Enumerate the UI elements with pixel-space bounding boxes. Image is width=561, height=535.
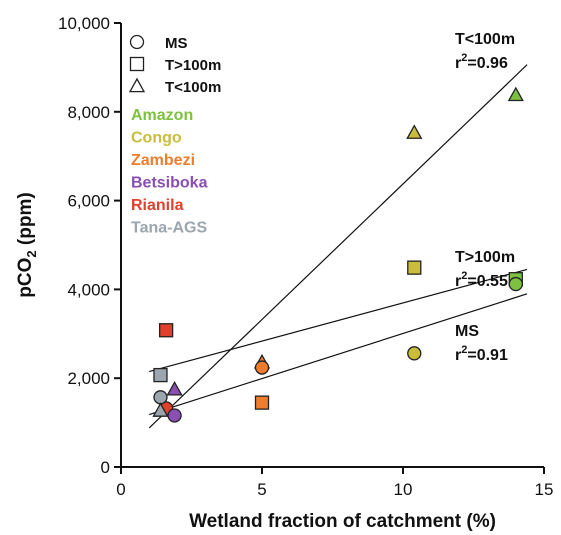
point-betsiboka-triangle bbox=[166, 380, 183, 396]
fit-r2-t-100m: r2=0.55 bbox=[455, 270, 508, 290]
x-tick-label: 5 bbox=[257, 480, 266, 499]
r2-letter: r bbox=[455, 347, 461, 364]
point-tana-ags-circle bbox=[153, 390, 168, 405]
legend-label: T>100m bbox=[165, 57, 221, 74]
river-legend: Amazon Congo Zambezi Betsiboka Rianila Tana-A… bbox=[131, 107, 208, 237]
legend-label: MS bbox=[165, 35, 188, 52]
river-legend-tana-ags: Tana-AGS bbox=[131, 220, 207, 237]
river-legend-rianila: Rianila bbox=[131, 197, 184, 214]
shape-legend: MS T>100m T<100m bbox=[128, 34, 221, 96]
point-congo-square bbox=[407, 260, 422, 275]
point-tana-ags-triangle bbox=[152, 402, 169, 417]
y-axis-title-unit: (ppm) bbox=[15, 192, 36, 250]
point-congo-triangle bbox=[406, 124, 423, 139]
y-tick-label: 10,000 bbox=[58, 14, 110, 33]
point-congo-circle bbox=[407, 346, 422, 361]
x-tick-label: 10 bbox=[394, 480, 413, 499]
point-rianila-square bbox=[158, 323, 174, 338]
fit-lines bbox=[148, 64, 528, 429]
river-legend-zambezi: Zambezi bbox=[131, 152, 195, 169]
r2-letter: r bbox=[455, 55, 461, 72]
x-tick-label: 15 bbox=[535, 480, 554, 499]
point-zambezi-circle bbox=[254, 360, 270, 375]
point-zambezi-square bbox=[254, 395, 270, 410]
y-axis-title-main: pCO bbox=[15, 258, 36, 298]
data-points bbox=[152, 86, 524, 423]
y-tick-label: 2,000 bbox=[67, 369, 110, 388]
y-tick-label: 6,000 bbox=[67, 192, 110, 211]
y-axis-title-subscript: 2 bbox=[24, 250, 39, 257]
fit-line-t-100m bbox=[148, 64, 528, 429]
legend-label: T<100m bbox=[165, 79, 221, 96]
fit-r2-t-100m: r2=0.96 bbox=[455, 52, 508, 72]
legend-triangle-icon bbox=[128, 77, 146, 93]
point-amazon-circle bbox=[508, 276, 523, 292]
point-amazon-triangle bbox=[507, 86, 524, 102]
r2-value: =0.96 bbox=[467, 55, 508, 72]
x-tick-label: 0 bbox=[116, 480, 125, 499]
fit-line-ms bbox=[149, 293, 528, 416]
y-axis-title: pCO2 (ppm) bbox=[15, 192, 39, 297]
r2-value: =0.91 bbox=[467, 347, 508, 364]
fit-line-t-100m bbox=[149, 268, 528, 373]
legend-circle-icon bbox=[129, 34, 145, 50]
r2-superscript: 2 bbox=[461, 52, 467, 64]
fit-label-t-100m: T>100m bbox=[455, 249, 515, 266]
fit-label-t-100m: T<100m bbox=[455, 31, 515, 48]
point-tana-ags-square bbox=[153, 367, 168, 383]
x-axis-title: Wetland fraction of catchment (%) bbox=[189, 511, 496, 532]
y-tick-label: 0 bbox=[101, 458, 110, 477]
y-tick-label: 4,000 bbox=[67, 280, 110, 299]
river-legend-amazon: Amazon bbox=[131, 107, 193, 124]
river-legend-betsiboka: Betsiboka bbox=[131, 175, 208, 192]
r2-value: =0.55 bbox=[467, 273, 508, 290]
r2-superscript: 2 bbox=[461, 270, 467, 282]
river-legend-congo: Congo bbox=[131, 130, 182, 147]
legend-square-icon bbox=[129, 56, 145, 72]
r2-superscript: 2 bbox=[461, 344, 467, 356]
y-tick-label: 8,000 bbox=[67, 103, 110, 122]
r2-letter: r bbox=[455, 273, 461, 290]
axes bbox=[120, 23, 544, 468]
tick-group: 0 2,000 4,000 6,000 8,000 10,000 0 5 10 15 bbox=[58, 14, 553, 499]
fit-r2-ms: r2=0.91 bbox=[455, 344, 508, 364]
fit-label-ms: MS bbox=[455, 323, 479, 340]
point-betsiboka-circle bbox=[167, 408, 182, 423]
